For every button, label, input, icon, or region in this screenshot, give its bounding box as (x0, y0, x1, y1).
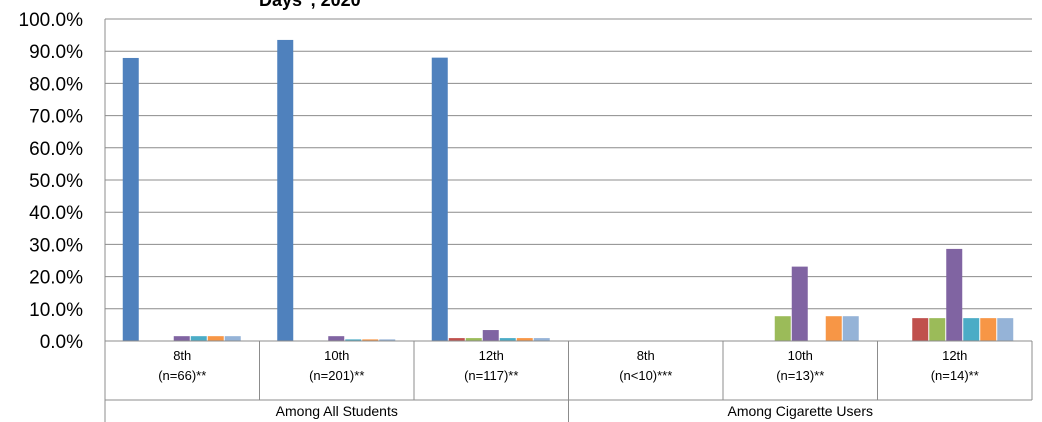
bar (929, 318, 946, 341)
category-grade-label: 8th (173, 348, 191, 363)
y-tick-label: 60.0% (29, 139, 83, 160)
bar (997, 318, 1014, 341)
bar (499, 338, 516, 341)
bar (173, 336, 190, 341)
bars (122, 39, 1014, 342)
y-tick-label: 90.0% (29, 42, 83, 63)
bar (774, 316, 791, 341)
y-tick-label: 80.0% (29, 74, 83, 95)
bar (277, 39, 294, 342)
y-tick-label: 50.0% (29, 171, 83, 192)
bar (345, 339, 362, 341)
category-grade-label: 12th (479, 348, 504, 363)
category-n-label: (n=201)** (309, 368, 364, 383)
bar (912, 318, 929, 341)
bar (431, 57, 448, 341)
y-axis-ticks: 0.0% 10.0% 20.0% 30.0% 40.0% 50.0% 60.0% 70.0% 8… (19, 10, 84, 353)
chart-title: Days", 2020 (259, 0, 361, 10)
bar (448, 338, 465, 341)
category-grade-label: 10th (788, 348, 813, 363)
category-n-label: (n=14)** (931, 368, 979, 383)
gridlines (105, 18, 1032, 310)
y-tick-label: 100.0% (19, 10, 84, 31)
y-tick-label: 30.0% (29, 235, 83, 256)
category-grade-label: 8th (637, 348, 655, 363)
category-labels: 8th (n=66)** 10th (n=201)** 12th (n=117)** 8th… (158, 348, 979, 419)
y-tick-label: 40.0% (29, 203, 83, 224)
bar (946, 248, 963, 341)
bar (362, 339, 379, 341)
bar (224, 336, 241, 341)
bar (482, 330, 499, 341)
bar (791, 266, 808, 341)
bar (328, 336, 345, 341)
group-label: Among All Students (276, 403, 398, 419)
bar (516, 338, 533, 341)
y-tick-label: 20.0% (29, 268, 83, 289)
bar (963, 318, 980, 341)
group-label: Among Cigarette Users (727, 403, 873, 419)
y-tick-label: 10.0% (29, 300, 83, 321)
bar (980, 318, 997, 341)
category-grade-label: 12th (942, 348, 967, 363)
bar (465, 338, 482, 341)
bar (825, 316, 842, 341)
category-grade-label: 10th (324, 348, 349, 363)
category-n-label: (n<10)*** (619, 368, 672, 383)
bar (122, 57, 139, 341)
axes (104, 19, 1033, 422)
y-tick-label: 70.0% (29, 107, 83, 128)
bar (207, 336, 224, 341)
bar (379, 339, 396, 341)
category-n-label: (n=117)** (464, 368, 518, 383)
bar (190, 336, 207, 341)
category-n-label: (n=66)** (158, 368, 206, 383)
y-tick-label: 0.0% (40, 332, 83, 353)
bar (842, 316, 859, 341)
bar (533, 338, 550, 341)
category-n-label: (n=13)** (776, 368, 824, 383)
